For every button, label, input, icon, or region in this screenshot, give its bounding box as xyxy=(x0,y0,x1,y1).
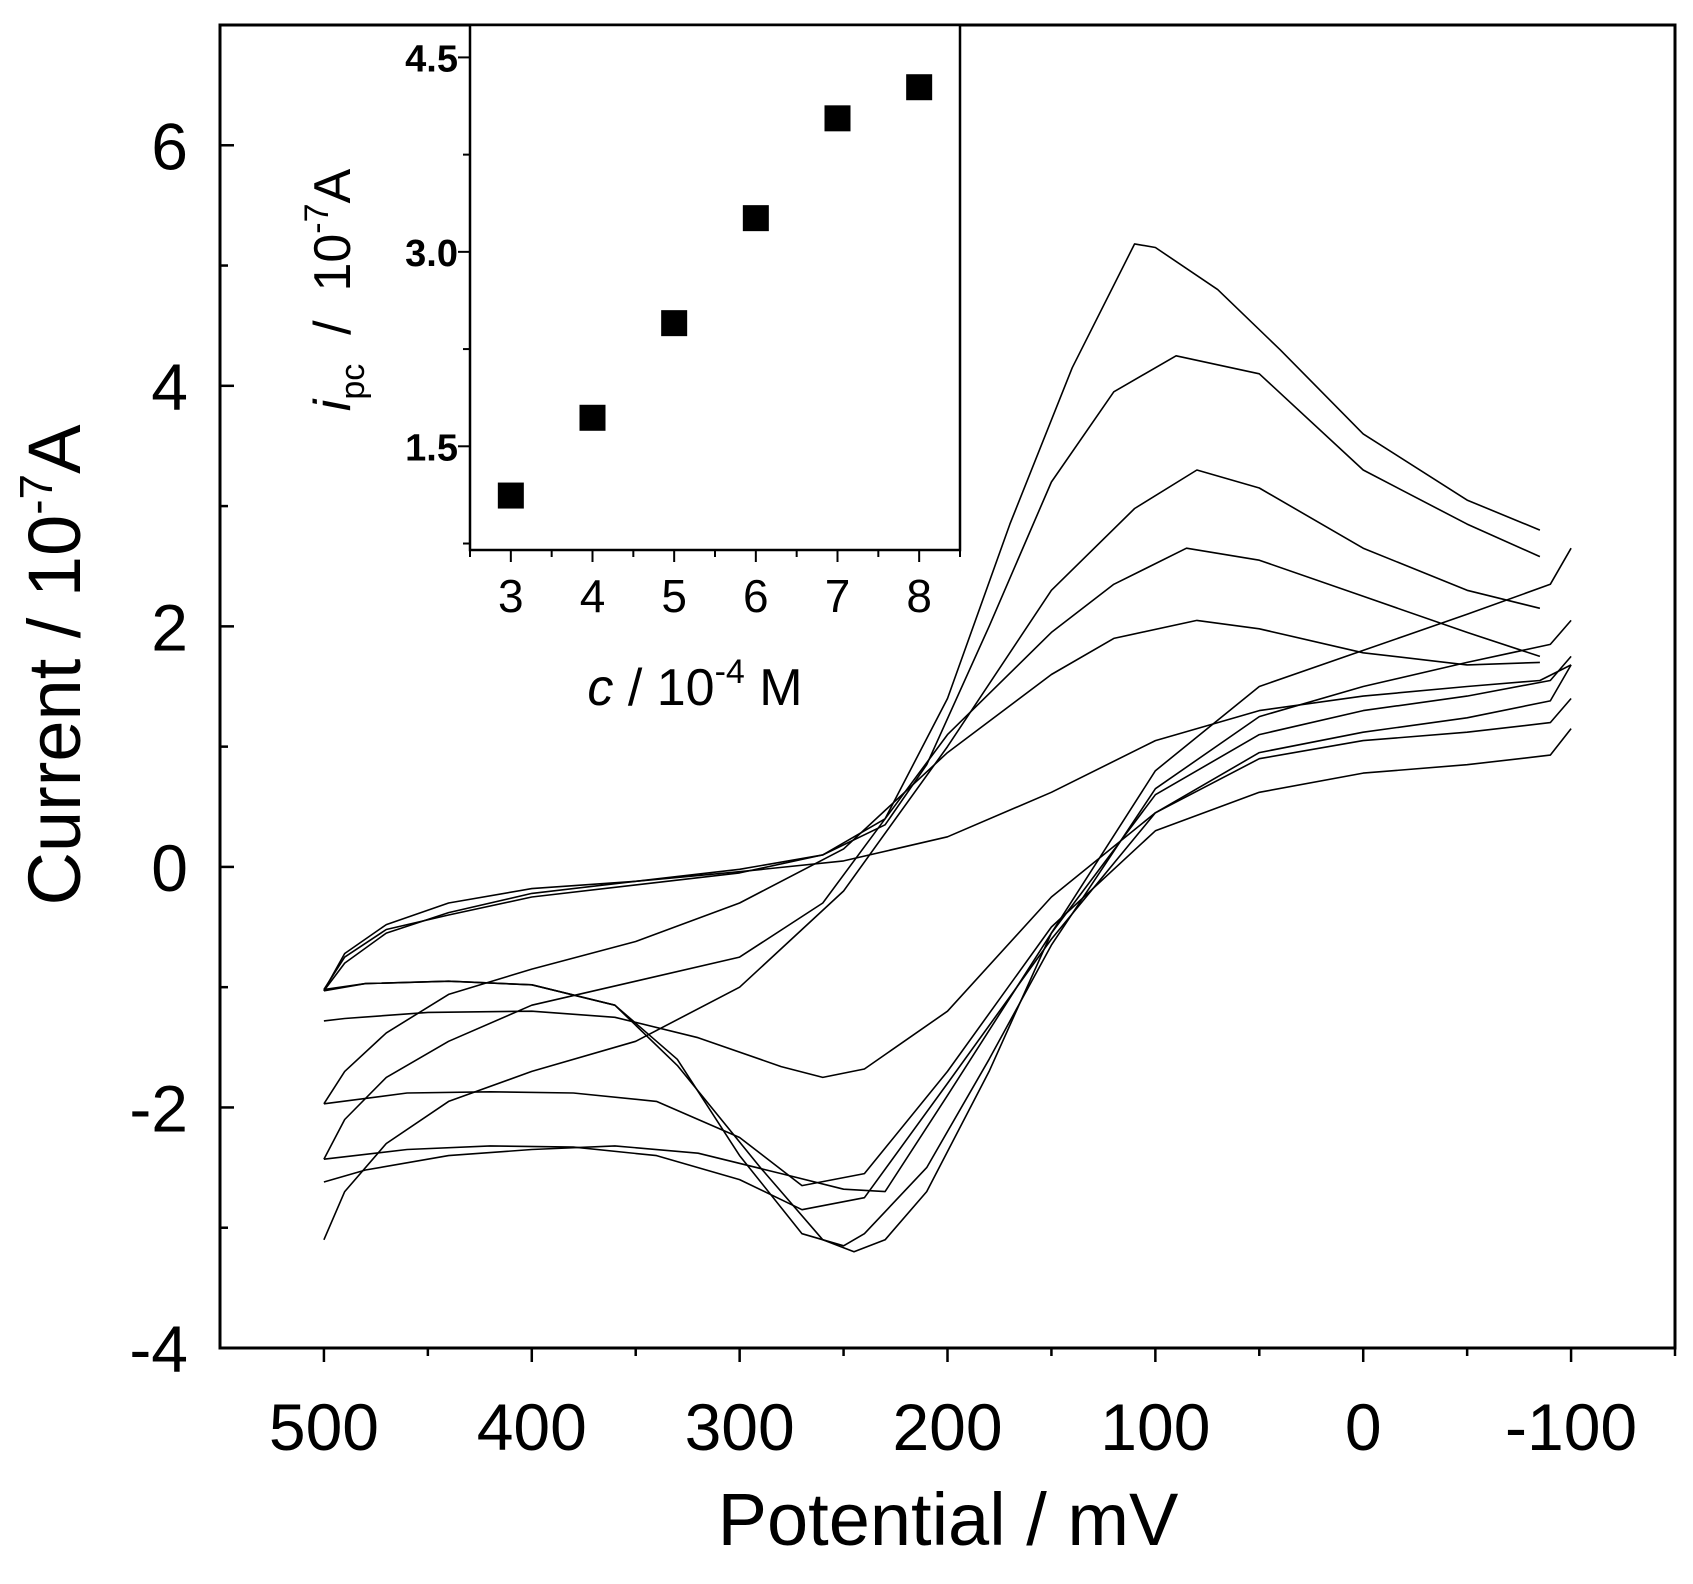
inset-y-axis-label: ipc / 10-7A xyxy=(298,168,372,411)
main-x-axis-label: Potential / mV xyxy=(718,1478,1179,1561)
inset-data-point xyxy=(579,404,606,431)
cv-curve-5-forward xyxy=(323,354,1541,991)
inset-x-tick-label: 8 xyxy=(906,570,932,622)
main-y-axis-label-tail: A xyxy=(13,424,96,474)
x-tick-label: 100 xyxy=(1100,1390,1210,1464)
inset-y-tick-label: 3.0 xyxy=(405,233,458,275)
main-axis-tick-labels: 500 400 300 200 100 0 -100 -4 -2 0 2 4 6 xyxy=(129,109,1637,1464)
x-tick-label: 200 xyxy=(892,1390,1002,1464)
cv-curve-3-forward xyxy=(323,547,1541,1160)
inset-x-axis-label-main: / 10 xyxy=(613,659,714,717)
inset-x-axis-label-tail: M xyxy=(745,659,803,717)
cv-curve-1-reverse xyxy=(323,664,1572,1079)
inset-data-point xyxy=(497,482,524,509)
inset-y-axis-label-italic: i xyxy=(304,398,362,411)
cv-curve-3-reverse xyxy=(323,697,1572,1211)
y-tick-label: 2 xyxy=(151,590,188,664)
inset-y-axis-label-tail: A xyxy=(304,168,362,203)
y-tick-label: 0 xyxy=(151,831,188,905)
cv-curves xyxy=(323,243,1572,1253)
inset-data-point xyxy=(824,105,851,132)
inset-x-axis-label-sup: -4 xyxy=(715,653,745,691)
inset-y-tick-label: 1.5 xyxy=(405,427,458,469)
y-tick-label: 6 xyxy=(151,109,188,183)
inset-data-point xyxy=(742,205,769,232)
main-axis-ticks xyxy=(220,23,1677,1362)
inset-x-tick-label: 4 xyxy=(580,570,606,622)
main-y-axis-label-sup: -7 xyxy=(10,474,62,515)
cv-curve-1-forward xyxy=(323,664,1572,992)
x-tick-label: 0 xyxy=(1345,1390,1382,1464)
inset-data-point xyxy=(906,74,933,101)
cv-curve-2-forward xyxy=(323,619,1540,1105)
main-y-axis-label: Current / 10-7A xyxy=(10,424,96,906)
x-tick-label: 400 xyxy=(477,1390,587,1464)
cv-curve-4-reverse xyxy=(323,655,1572,1193)
inset-axis-ticks xyxy=(458,56,961,562)
x-tick-label: 500 xyxy=(269,1390,379,1464)
inset-y-tick-label: 4.5 xyxy=(405,38,458,80)
inset-y-axis-label-sub: pc xyxy=(334,364,372,400)
inset-x-tick-label: 6 xyxy=(743,570,769,622)
inset-x-tick-label: 3 xyxy=(498,570,524,622)
inset-plot-frame xyxy=(468,23,962,552)
y-tick-label: -2 xyxy=(129,1071,188,1145)
inset-axis-tick-labels: 3 4 5 6 7 8 1.5 3.0 4.5 xyxy=(405,38,932,622)
main-y-axis-label-main: Current / 10 xyxy=(13,515,96,906)
cv-curve-2-reverse xyxy=(323,728,1572,1187)
x-tick-label: 300 xyxy=(685,1390,795,1464)
cv-curve-6-forward xyxy=(323,243,1541,992)
inset-x-tick-label: 7 xyxy=(825,570,851,622)
inset-data-point xyxy=(661,310,688,337)
inset-y-axis-label-main: / 10 xyxy=(304,234,362,364)
inset-x-tick-label: 5 xyxy=(661,570,687,622)
y-tick-label: -4 xyxy=(129,1312,188,1386)
x-tick-label: -100 xyxy=(1505,1390,1637,1464)
cv-curve-4-forward xyxy=(323,469,1541,1241)
inset-x-axis-label: c / 10-4 M xyxy=(587,653,802,717)
cv-curve-6-reverse xyxy=(323,547,1572,1253)
y-tick-label: 4 xyxy=(151,350,188,424)
inset-scatter-points xyxy=(497,74,933,509)
inset-y-axis-label-sup: -7 xyxy=(298,203,336,233)
inset-x-axis-label-italic: c xyxy=(587,659,613,717)
